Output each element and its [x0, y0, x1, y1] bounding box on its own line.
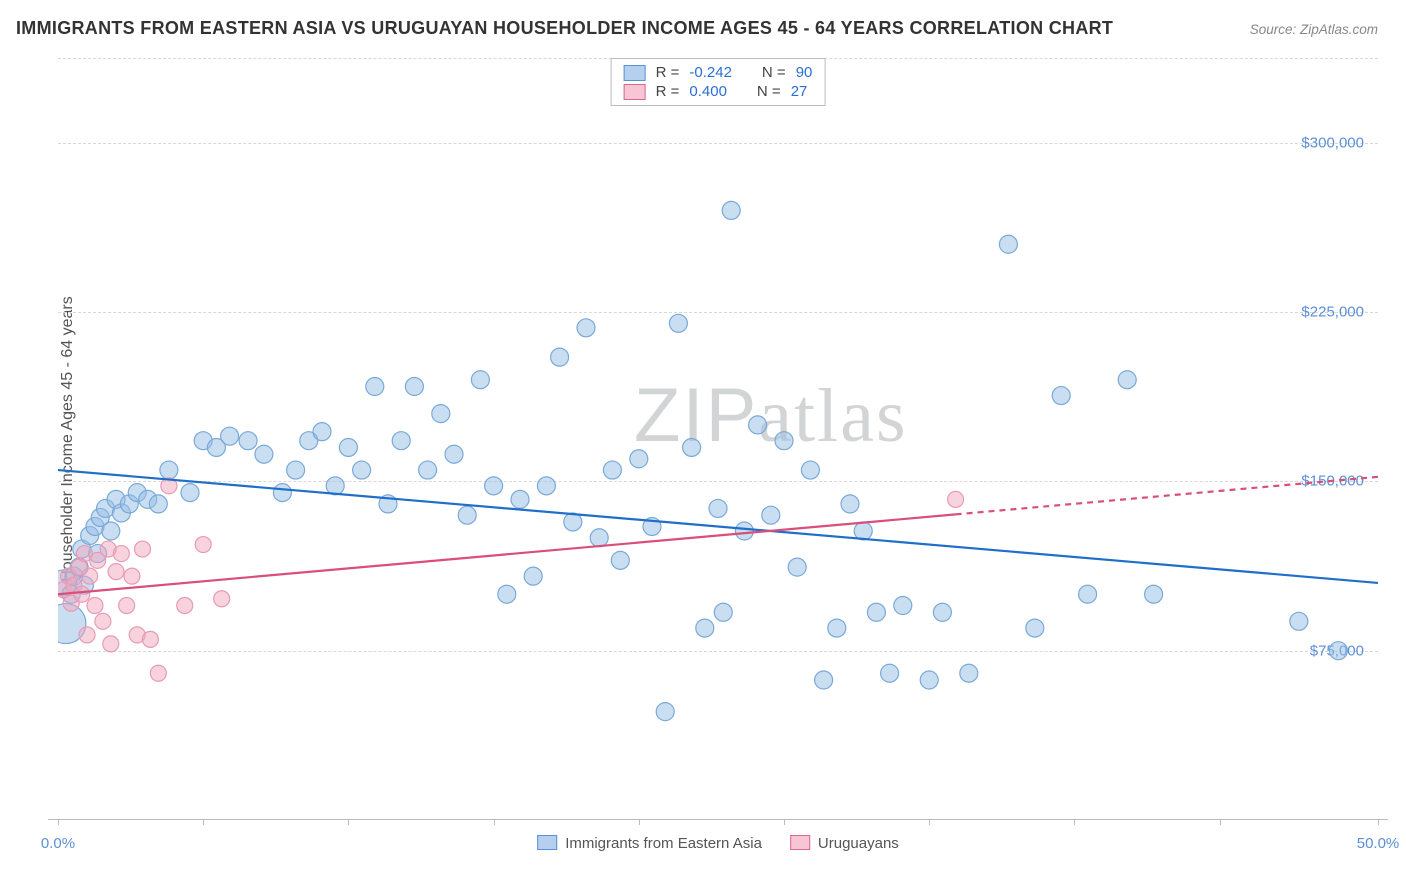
data-point — [590, 529, 608, 547]
legend-label-pink: Uruguayans — [818, 835, 899, 852]
data-point — [948, 491, 964, 507]
trend-line-dashed — [956, 477, 1378, 515]
plot-area: Householder Income Ages 45 - 64 years ZI… — [58, 58, 1378, 820]
data-point — [577, 319, 595, 337]
data-point — [788, 558, 806, 576]
source-label: Source: ZipAtlas.com — [1250, 22, 1378, 37]
data-point — [353, 461, 371, 479]
data-point — [1145, 585, 1163, 603]
data-point — [160, 461, 178, 479]
data-point — [511, 490, 529, 508]
data-point — [458, 506, 476, 524]
data-point — [603, 461, 621, 479]
data-point — [933, 603, 951, 621]
data-point — [432, 405, 450, 423]
data-point — [181, 484, 199, 502]
data-point — [102, 522, 120, 540]
data-point — [894, 597, 912, 615]
data-point — [656, 703, 674, 721]
data-point — [149, 495, 167, 513]
data-point — [867, 603, 885, 621]
data-point — [551, 348, 569, 366]
data-point — [485, 477, 503, 495]
data-point — [714, 603, 732, 621]
data-point — [841, 495, 859, 513]
series-legend: Immigrants from Eastern Asia Uruguayans — [537, 835, 899, 852]
data-point — [1118, 371, 1136, 389]
data-point — [749, 416, 767, 434]
scatter-svg — [58, 58, 1378, 820]
data-point — [150, 665, 166, 681]
data-point — [498, 585, 516, 603]
data-point — [313, 423, 331, 441]
data-point — [79, 627, 95, 643]
data-point — [177, 598, 193, 614]
data-point — [95, 613, 111, 629]
data-point — [960, 664, 978, 682]
data-point — [630, 450, 648, 468]
data-point — [134, 541, 150, 557]
chart-title: IMMIGRANTS FROM EASTERN ASIA VS URUGUAYA… — [16, 18, 1113, 39]
data-point — [881, 664, 899, 682]
swatch-pink-icon — [790, 835, 810, 850]
data-point — [392, 432, 410, 450]
legend-label-blue: Immigrants from Eastern Asia — [565, 835, 762, 852]
data-point — [103, 636, 119, 652]
x-tick-label: 50.0% — [1357, 835, 1400, 852]
data-point — [1026, 619, 1044, 637]
data-point — [801, 461, 819, 479]
data-point — [124, 568, 140, 584]
data-point — [255, 445, 273, 463]
data-point — [1290, 612, 1308, 630]
data-point — [920, 671, 938, 689]
data-point — [195, 537, 211, 553]
data-point — [775, 432, 793, 450]
data-point — [108, 564, 124, 580]
data-point — [683, 438, 701, 456]
data-point — [287, 461, 305, 479]
data-point — [999, 235, 1017, 253]
data-point — [762, 506, 780, 524]
data-point — [1079, 585, 1097, 603]
data-point — [273, 484, 291, 502]
data-point — [221, 427, 239, 445]
x-tick-label: 0.0% — [41, 835, 75, 852]
data-point — [366, 378, 384, 396]
data-point — [74, 586, 90, 602]
legend-item-pink: Uruguayans — [790, 835, 899, 852]
data-point — [471, 371, 489, 389]
data-point — [537, 477, 555, 495]
data-point — [445, 445, 463, 463]
data-point — [722, 201, 740, 219]
data-point — [82, 568, 98, 584]
data-point — [828, 619, 846, 637]
swatch-blue-icon — [537, 835, 557, 850]
data-point — [1329, 642, 1347, 660]
data-point — [709, 499, 727, 517]
data-point — [87, 598, 103, 614]
data-point — [611, 551, 629, 569]
data-point — [214, 591, 230, 607]
data-point — [735, 522, 753, 540]
data-point — [239, 432, 257, 450]
data-point — [119, 598, 135, 614]
trend-line — [58, 470, 1378, 583]
data-point — [113, 546, 129, 562]
data-point — [696, 619, 714, 637]
data-point — [669, 314, 687, 332]
legend-item-blue: Immigrants from Eastern Asia — [537, 835, 762, 852]
data-point — [339, 438, 357, 456]
trend-line — [58, 514, 956, 594]
data-point — [815, 671, 833, 689]
data-point — [419, 461, 437, 479]
data-point — [142, 631, 158, 647]
data-point — [524, 567, 542, 585]
data-point — [405, 378, 423, 396]
data-point — [1052, 387, 1070, 405]
